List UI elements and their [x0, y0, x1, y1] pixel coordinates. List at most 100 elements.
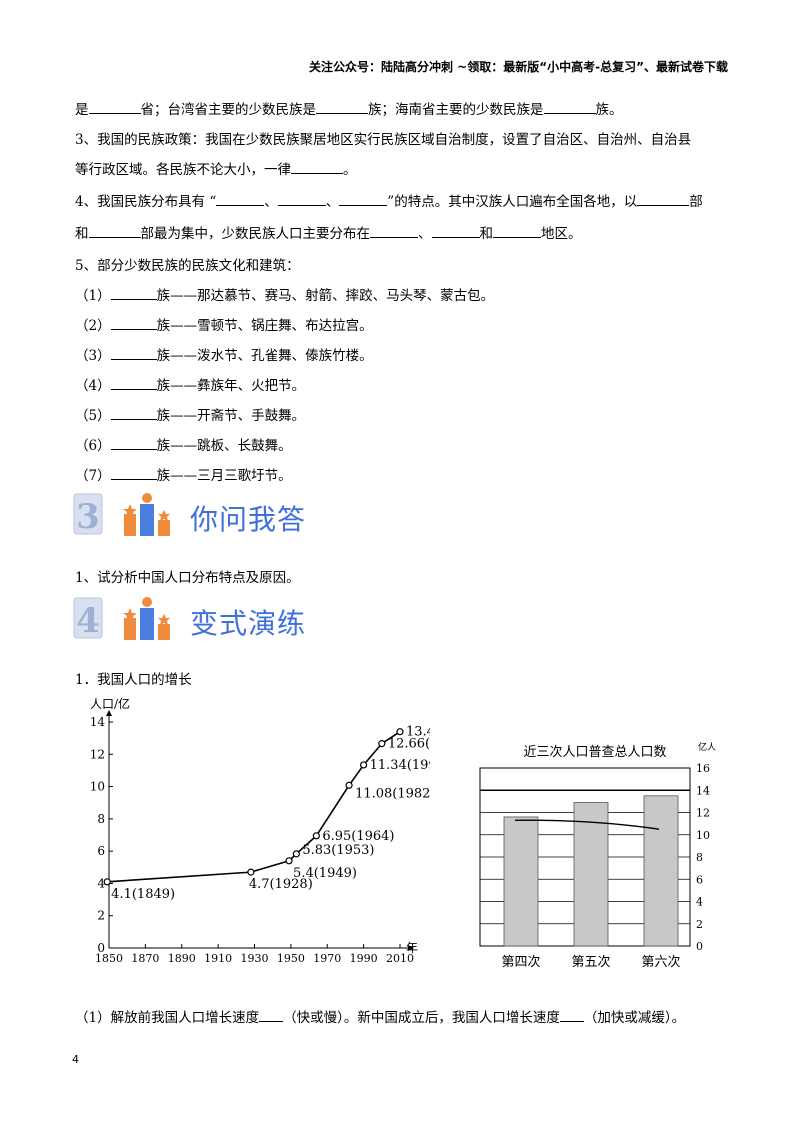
list-item: （6） 族——跳板、长鼓舞。	[75, 434, 292, 454]
x-tick-label: 1950	[277, 952, 305, 965]
item-text: 族——三月三歌圩节。	[156, 468, 292, 484]
data-point	[292, 850, 300, 858]
fill-blank[interactable]	[110, 466, 157, 480]
data-label: 13.40(2010)	[406, 725, 430, 740]
fill-blank[interactable]	[637, 192, 690, 206]
fill-blank[interactable]	[110, 406, 157, 420]
text-seg: 省；台湾省主要的少数民族是	[140, 102, 317, 118]
text-seg: 和	[75, 226, 89, 242]
y-tick-label: 2	[696, 918, 703, 931]
fill-blank[interactable]	[559, 1008, 584, 1022]
data-point	[312, 832, 320, 840]
x-tick-label: 1870	[131, 952, 159, 965]
y-tick-label: 8	[696, 851, 703, 864]
y-tick-label: 6	[97, 844, 105, 858]
section-title: 你问我答	[190, 503, 307, 536]
fill-blank[interactable]	[110, 286, 157, 300]
data-label: 11.08(1982)	[355, 786, 430, 801]
bar	[503, 816, 539, 947]
trend-line	[514, 819, 660, 830]
fill-blank[interactable]	[88, 224, 141, 238]
fill-blank[interactable]	[291, 160, 343, 174]
list-item: （2） 族——雪顿节、锅庄舞、布达拉宫。	[75, 314, 373, 334]
fill-blank[interactable]	[493, 224, 541, 238]
section-title: 变式演练	[190, 607, 307, 640]
fill-blank[interactable]	[277, 192, 326, 206]
category-label: 第五次	[571, 954, 610, 970]
text-line-culture: 5、部分少数民族的民族文化和建筑：	[75, 258, 300, 274]
fill-blank[interactable]	[110, 376, 157, 390]
data-point	[285, 857, 293, 865]
x-tick-label: 1990	[350, 952, 378, 965]
text-seg: 是	[75, 102, 89, 118]
y-tick-label: 4	[97, 876, 105, 890]
text-line-provinces: 是 省；台湾省主要的少数民族是 族；海南省主要的少数民族是 族。	[75, 98, 623, 118]
census-bar-chart: 近三次人口普查总人口数 亿人 0 2 4 6 8 10 12 14 16 第四次 第五次 第六次	[479, 741, 716, 970]
list-item: （7） 族——三月三歌圩节。	[75, 464, 292, 484]
fill-blank[interactable]	[543, 100, 596, 114]
fill-blank[interactable]	[110, 346, 157, 360]
fill-blank[interactable]	[339, 192, 388, 206]
y-tick-label: 8	[97, 812, 105, 826]
x-tick-label: 1930	[241, 952, 269, 965]
fill-blank[interactable]	[216, 192, 265, 206]
data-label: 5.83(1953)	[302, 843, 374, 858]
text-line-distribution: 4、我国民族分布具有 “ 、 、 ”的特点。其中汉族人口遍布全国各地，以 部	[75, 190, 703, 210]
text-line-policy: 3、我国的民族政策：我国在少数民族聚居地区实行民族区域自治制度，设置了自治区、自…	[75, 132, 692, 148]
data-label: 6.95(1964)	[322, 829, 394, 844]
text-line-distribution-cont: 和 部最为集中，少数民族人口主要分布在 、 和 地区。	[75, 222, 582, 242]
data-label: 5.4(1949)	[293, 866, 357, 881]
item-text: 族——彝族年、火把节。	[156, 378, 306, 394]
y-tick-label: 14	[696, 784, 710, 797]
text-seg: 地区。	[541, 226, 582, 242]
y-tick-label: 12	[90, 747, 105, 761]
question-text: 1．我国人口的增长	[75, 672, 192, 688]
x-tick-label: 1890	[168, 952, 196, 965]
item-number: （3）	[75, 348, 111, 364]
population-series-line	[107, 731, 401, 883]
list-item: （3） 族——泼水节、孔雀舞、傣族竹楼。	[75, 344, 373, 364]
x-axis-arrow	[408, 945, 414, 951]
data-point	[378, 740, 386, 748]
text-line-policy-cont: 等行政区域。各民族不论大小，一律 。	[75, 158, 357, 178]
fill-blank[interactable]	[110, 436, 157, 450]
data-label: 12.66(2000)	[388, 737, 430, 752]
y-tick-label: 0	[696, 940, 703, 953]
y-tick-label: 2	[97, 909, 105, 923]
item-text: 族——跳板、长鼓舞。	[156, 438, 292, 454]
section-number: 3	[76, 497, 100, 537]
category-label: 第四次	[501, 954, 540, 970]
fill-blank[interactable]	[88, 100, 141, 114]
fill-blank[interactable]	[431, 224, 480, 238]
item-text: 族——泼水节、孔雀舞、傣族竹楼。	[156, 348, 373, 364]
item-text: 族——那达慕节、赛马、射箭、摔跤、马头琴、蒙古包。	[156, 288, 495, 304]
item-number: （1）	[75, 288, 111, 304]
data-point	[103, 878, 111, 886]
section-badge-icon: 4	[73, 597, 170, 641]
text-seg: 等行政区域。各民族不论大小，一律	[75, 162, 291, 178]
question-seg: （1）解放前我国人口增长速度	[75, 1010, 260, 1026]
fill-blank[interactable]	[110, 316, 157, 330]
chart-title: 近三次人口普查总人口数	[523, 744, 666, 760]
text-seg: 4、我国民族分布具有 “	[75, 194, 217, 210]
x-tick-label: 1910	[204, 952, 232, 965]
fill-blank[interactable]	[259, 1008, 284, 1022]
item-text: 族——雪顿节、锅庄舞、布达拉宫。	[156, 318, 373, 334]
data-label: 4.1(1849)	[111, 887, 175, 902]
item-number: （7）	[75, 468, 111, 484]
text-seg: 族。	[595, 102, 623, 118]
text-seg: 、	[418, 226, 432, 242]
text-seg: 族；海南省主要的少数民族是	[368, 102, 544, 118]
fill-blank[interactable]	[316, 100, 368, 114]
text-seg: ”的特点。其中汉族人口遍布全国各地，以	[387, 194, 638, 210]
section-number: 4	[76, 601, 100, 641]
y-tick-label: 4	[696, 896, 703, 909]
data-label: 4.7(1928)	[249, 877, 313, 892]
data-point	[360, 761, 368, 769]
item-number: （4）	[75, 378, 111, 394]
text-seg: 部最为集中，少数民族人口主要分布在	[140, 226, 371, 242]
y-tick-label: 16	[696, 762, 710, 775]
section-heading-3: 3 你问我答	[72, 490, 372, 540]
population-line-chart: 人口/亿 年 024681012141850187018901910193019…	[90, 696, 430, 965]
fill-blank[interactable]	[370, 224, 418, 238]
